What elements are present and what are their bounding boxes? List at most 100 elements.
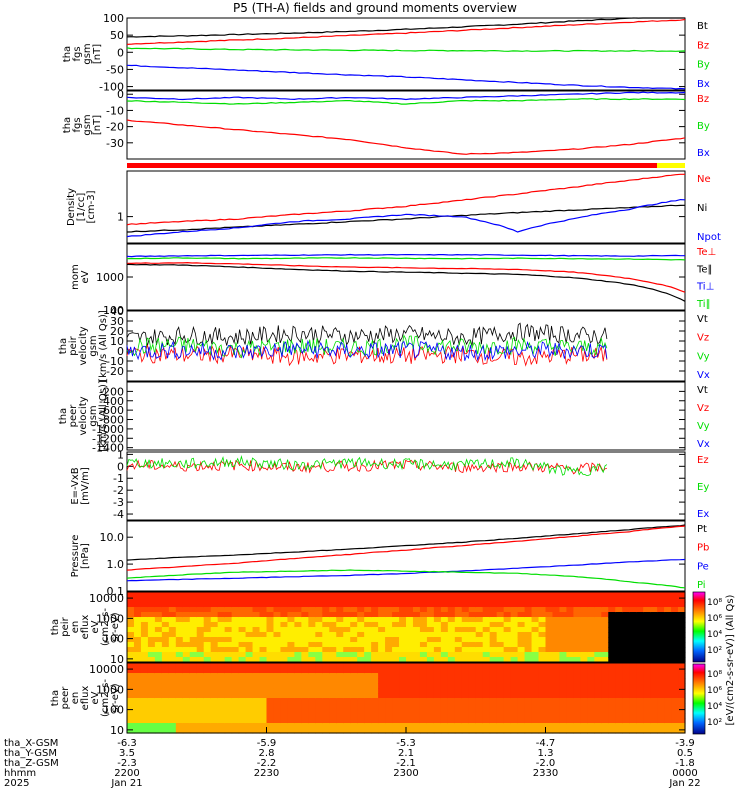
- heatmap-cell: [343, 637, 351, 643]
- heatmap-cell: [161, 723, 170, 729]
- heatmap-cell: [210, 597, 219, 603]
- heatmap-cell: [161, 642, 170, 648]
- heatmap-cell: [524, 678, 533, 684]
- heatmap-cell: [524, 708, 533, 714]
- heatmap-cell: [412, 698, 421, 704]
- heatmap-cell: [371, 673, 379, 679]
- y-tick-label: 0: [117, 345, 124, 358]
- heatmap-cell: [510, 637, 519, 643]
- heatmap-cell: [650, 693, 658, 699]
- heatmap-cell: [594, 637, 602, 643]
- heatmap-cell: [378, 627, 386, 633]
- heatmap-cell: [273, 617, 282, 623]
- y-axis-label: fgs: [72, 117, 83, 132]
- heatmap-cell: [552, 713, 561, 719]
- heatmap-cell: [510, 703, 519, 709]
- heatmap-cell: [531, 627, 540, 633]
- heatmap-cell: [287, 728, 295, 734]
- heatmap-cell: [224, 698, 233, 704]
- heatmap-cell: [643, 657, 651, 663]
- heatmap-cell: [217, 693, 226, 699]
- heatmap-cell: [322, 673, 330, 679]
- heatmap-cell: [168, 617, 177, 623]
- heatmap-cell: [615, 723, 623, 729]
- heatmap-cell: [280, 597, 289, 603]
- heatmap-cell: [608, 622, 616, 628]
- heatmap-cell: [580, 723, 588, 729]
- heatmap-cell: [364, 663, 372, 669]
- heatmap-cell: [273, 688, 282, 694]
- heatmap-cell: [399, 637, 407, 643]
- heatmap-cell: [371, 627, 379, 633]
- heatmap-cell: [329, 693, 337, 699]
- heatmap-cell: [643, 607, 651, 613]
- heatmap-cell: [273, 693, 282, 699]
- heatmap-cell: [154, 713, 163, 719]
- heatmap-cell: [322, 652, 330, 658]
- heatmap-cell: [594, 622, 602, 628]
- heatmap-cell: [147, 718, 156, 724]
- heatmap-cell: [594, 597, 602, 603]
- heatmap-cell: [517, 718, 526, 724]
- heatmap-cell: [622, 703, 630, 709]
- heatmap-cell: [238, 698, 247, 704]
- heatmap-cell: [650, 597, 658, 603]
- heatmap-cell: [608, 663, 616, 669]
- heatmap-cell: [140, 592, 149, 598]
- heatmap-cell: [573, 683, 581, 689]
- y-axis-label: eflux: [80, 686, 91, 711]
- series-Vz: [126, 344, 608, 367]
- heatmap-cell: [266, 632, 275, 638]
- heatmap-cell: [224, 632, 233, 638]
- heatmap-cell: [329, 678, 337, 684]
- heatmap-cell: [238, 612, 247, 618]
- heatmap-cell: [252, 663, 261, 669]
- heatmap-cell: [433, 703, 442, 709]
- heatmap-cell: [189, 688, 198, 694]
- heatmap-cell: [629, 627, 637, 633]
- heatmap-cell: [573, 657, 581, 663]
- heatmap-cell: [196, 678, 205, 684]
- heatmap-cell: [175, 597, 184, 603]
- heatmap-cell: [196, 622, 205, 628]
- heatmap-cell: [566, 602, 574, 608]
- heatmap-cell: [454, 723, 463, 729]
- heatmap-cell: [629, 728, 637, 734]
- heatmap-cell: [315, 632, 323, 638]
- heatmap-cell: [371, 637, 379, 643]
- heatmap-cell: [252, 713, 261, 719]
- heatmap-cell: [287, 607, 295, 613]
- heatmap-cell: [308, 668, 316, 674]
- heatmap-cell: [189, 723, 198, 729]
- heatmap-cell: [622, 688, 630, 694]
- heatmap-cell: [468, 698, 477, 704]
- heatmap-cell: [273, 683, 282, 689]
- heatmap-cell: [636, 668, 644, 674]
- heatmap-cell: [252, 718, 261, 724]
- heatmap-cell: [601, 602, 609, 608]
- colorbar-peer: [692, 663, 706, 735]
- heatmap-cell: [545, 652, 554, 658]
- legend-Pi: Pi: [697, 580, 706, 591]
- heatmap-cell: [538, 723, 547, 729]
- heatmap-cell: [496, 607, 505, 613]
- heatmap-cell: [419, 607, 428, 613]
- heatmap-cell: [308, 693, 316, 699]
- heatmap-cell: [182, 652, 191, 658]
- heatmap-cell: [308, 718, 316, 724]
- heatmap-cell: [496, 728, 505, 734]
- heatmap-cell: [601, 592, 609, 598]
- heatmap-cell: [259, 663, 268, 669]
- heatmap-cell: [127, 642, 135, 648]
- heatmap-cell: [419, 647, 428, 653]
- heatmap-cell: [503, 617, 512, 623]
- heatmap-cell: [496, 632, 505, 638]
- heatmap-cell: [412, 657, 421, 663]
- heatmap-cell: [406, 622, 414, 628]
- heatmap-cell: [650, 678, 658, 684]
- heatmap-cell: [566, 612, 574, 618]
- heatmap-cell: [182, 607, 191, 613]
- heatmap-cell: [350, 718, 358, 724]
- heatmap-cell: [210, 668, 219, 674]
